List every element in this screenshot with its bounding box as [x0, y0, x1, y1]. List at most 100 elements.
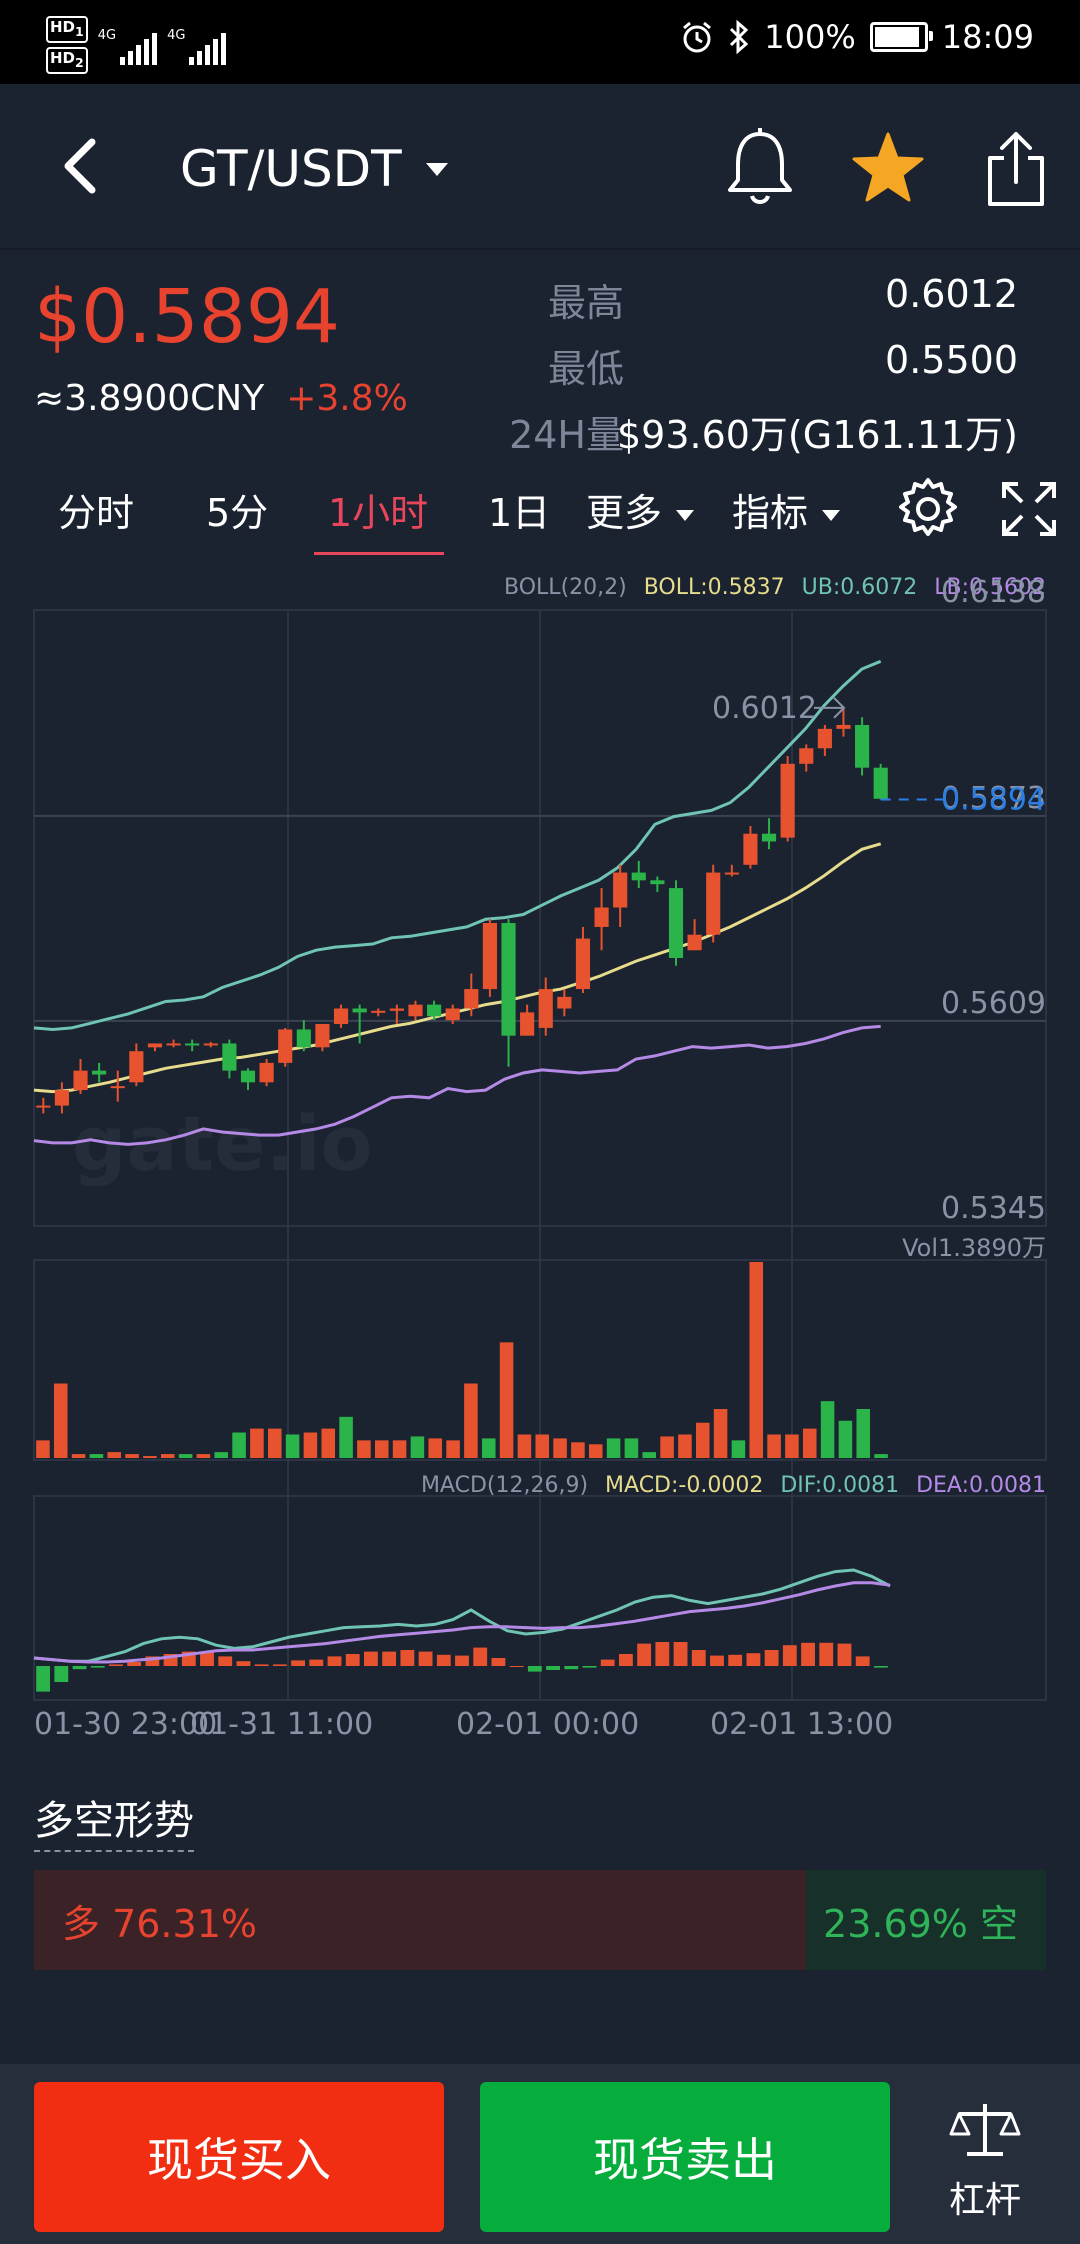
volume-bar	[820, 1401, 835, 1458]
active-tab-indicator	[314, 552, 444, 555]
candle-body	[687, 934, 702, 951]
star-icon[interactable]	[848, 124, 928, 214]
volume-bar	[624, 1438, 639, 1458]
volume-bar	[339, 1416, 353, 1458]
candle-body	[389, 1008, 404, 1011]
pair-title: GT/USDT	[180, 140, 402, 198]
candle-body	[166, 1043, 181, 1046]
volume-panel-frame	[33, 1259, 1047, 1461]
macd-histogram-bar	[600, 1659, 615, 1666]
battery-fill	[874, 27, 919, 47]
macd-histogram-bar	[873, 1666, 888, 1668]
macd-histogram-bar	[145, 1656, 160, 1666]
macd-histogram-bar	[527, 1666, 542, 1672]
volume-bar	[321, 1428, 336, 1458]
candle-body	[36, 1105, 51, 1108]
macd-histogram-bar	[36, 1666, 51, 1692]
y-axis-label: 0.5345	[941, 1191, 1046, 1226]
boll-params: BOLL(20,2)	[504, 575, 627, 600]
cny-price: ≈3.8900CNY +3.8%	[34, 378, 408, 419]
y-axis-labels: 0.6138 0.5873 0.5609 0.5345	[941, 575, 1046, 1226]
macd-histogram-bar	[618, 1654, 633, 1666]
network-type-2: 4G	[167, 28, 186, 43]
dif-line	[33, 1568, 891, 1663]
volume-bar	[785, 1434, 799, 1458]
candle-body	[240, 1070, 256, 1083]
macd-histogram-bar	[109, 1664, 123, 1666]
price-chart[interactable]: gate.io BOLL(20,2) BOLL:0.5837 UB:0.6072…	[0, 570, 1080, 1740]
macd-histogram-bar	[90, 1666, 105, 1668]
spot-buy-button[interactable]: 现货买入	[34, 2082, 444, 2232]
spot-sell-button[interactable]: 现货卖出	[480, 2082, 890, 2232]
candle-body	[315, 1024, 330, 1048]
high-label: 最高	[547, 281, 624, 325]
candle-body	[445, 1008, 460, 1021]
network-type-1: 4G	[97, 28, 117, 43]
macd-histogram-bar	[746, 1653, 761, 1666]
macd-histogram-bar	[291, 1660, 306, 1666]
volume-bar	[428, 1438, 443, 1458]
candle-body	[799, 748, 814, 764]
bottom-action-bar: 现货买入 现货卖出 杠杆	[0, 2064, 1080, 2244]
chevron-down-icon	[676, 510, 695, 521]
macd-legend: MACD(12,26,9) MACD:-0.0002 DIF:0.0081 DE…	[421, 1473, 1046, 1498]
tab-1d[interactable]: 1日	[488, 491, 551, 535]
tab-timeshare[interactable]: 分时	[58, 491, 135, 535]
volume-bar	[553, 1438, 567, 1458]
volume-bars	[36, 1262, 888, 1459]
macd-panel	[33, 1568, 891, 1692]
leverage-label: 杠杆	[948, 2180, 1021, 2221]
high-price-marker: 0.6012	[712, 691, 817, 726]
bell-icon[interactable]	[720, 124, 800, 214]
macd-histogram-bar	[509, 1666, 524, 1667]
boll-lower-line	[33, 1024, 881, 1146]
candle-body	[333, 1008, 349, 1025]
candle-body	[520, 1012, 535, 1036]
volume-bar	[374, 1440, 389, 1458]
leverage-button[interactable]: 杠杆	[920, 2098, 1050, 2223]
candle-body	[761, 833, 777, 842]
volume-bar	[588, 1444, 603, 1458]
macd-histogram-bar	[473, 1647, 488, 1666]
macd-histogram-bar	[72, 1666, 87, 1670]
status-bar: HD1 HD2 4G 4G 100% 18:09	[0, 0, 1080, 84]
long-ratio: 多 76.31%	[34, 1870, 807, 1970]
macd-histogram-bar	[564, 1666, 579, 1670]
tab-indicator[interactable]: 指标	[732, 482, 841, 537]
candle-body	[575, 938, 591, 990]
gear-icon[interactable]	[895, 476, 961, 542]
volume-bar	[232, 1432, 246, 1458]
chevron-down-icon	[425, 162, 448, 176]
x-axis-label: 01-30 23:00	[34, 1707, 217, 1740]
back-icon[interactable]	[56, 136, 106, 196]
candle-body	[706, 872, 721, 935]
macd-histogram-bar	[345, 1654, 360, 1666]
price-markers: 0.6012 0.5894	[712, 691, 1046, 818]
candle-body	[594, 907, 609, 927]
volume-bar	[89, 1454, 104, 1458]
tab-more[interactable]: 更多	[586, 482, 695, 537]
volume-bar	[446, 1440, 460, 1458]
boll-mid-line	[33, 842, 882, 1094]
macd-histogram-bar	[327, 1656, 342, 1666]
scale-icon	[949, 2104, 1021, 2156]
tab-1h[interactable]: 1小时	[328, 491, 429, 535]
macd-histogram-bar	[254, 1664, 269, 1666]
app-header: GT/USDT	[0, 84, 1080, 250]
pair-selector[interactable]: GT/USDT	[180, 140, 448, 198]
x-axis-label: 02-01 13:00	[710, 1707, 893, 1740]
interval-tabs: 分时 5分 1小时 1日 更多 指标	[0, 474, 1080, 555]
fullscreen-icon[interactable]	[996, 476, 1062, 542]
volume-legend: Vol1.3890万	[902, 1234, 1046, 1262]
tab-5m[interactable]: 5分	[206, 491, 269, 535]
macd-histogram-bar	[382, 1651, 397, 1666]
candle-body	[650, 880, 665, 885]
macd-histogram-bar	[673, 1642, 688, 1666]
volume-bar	[53, 1383, 68, 1458]
share-icon[interactable]	[976, 124, 1056, 214]
volume-bar	[731, 1440, 746, 1458]
macd-histogram-bar	[127, 1662, 142, 1666]
macd-histogram-bar	[764, 1650, 779, 1666]
volume-bar	[856, 1409, 871, 1458]
volume-bar	[250, 1428, 264, 1458]
